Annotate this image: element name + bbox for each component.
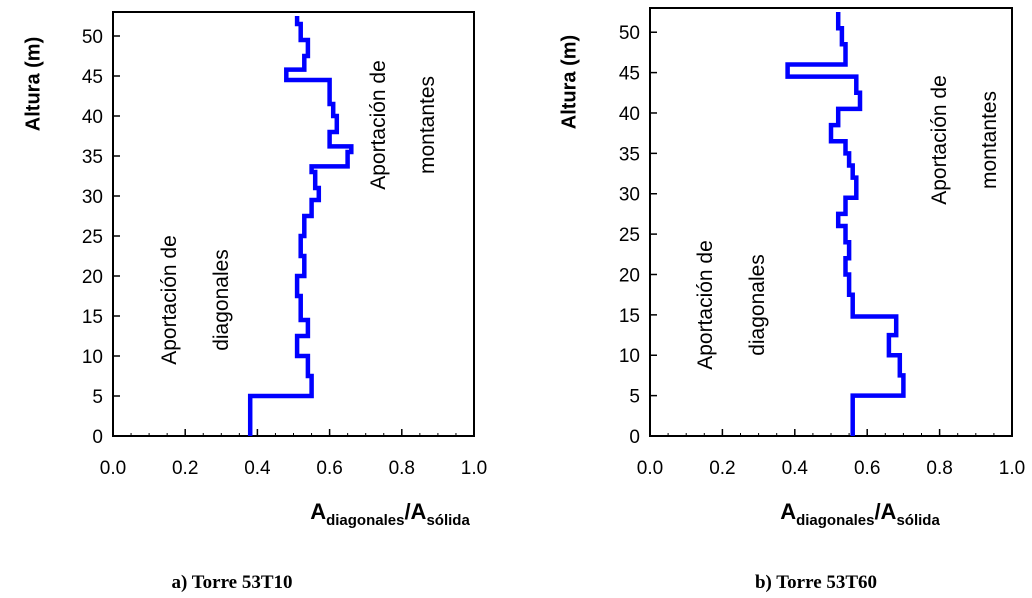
x-tick-label: 0.2 — [172, 458, 198, 479]
annotation-montantes-line-2: montantes — [416, 76, 439, 174]
x-tick-label: 0.0 — [637, 458, 663, 479]
y-axis-title: Altura (m) — [558, 35, 580, 129]
plot-frame — [649, 7, 1013, 437]
y-tick-label: 20 — [619, 265, 640, 286]
y-tick-label: 20 — [82, 267, 103, 288]
series-line — [247, 16, 354, 436]
x-tick-label: 0.8 — [926, 458, 952, 479]
y-tick-label: 40 — [619, 104, 640, 125]
y-tick-label: 15 — [82, 307, 103, 328]
y-tick-label: 5 — [629, 387, 640, 408]
y-tick-label: 35 — [82, 147, 103, 168]
x-axis-title: Adiagonales/Asólida — [780, 499, 940, 529]
y-tick-label: 10 — [82, 347, 103, 368]
annotation-diagonales-line-1: Aportación de — [694, 240, 717, 370]
y-tick-label: 25 — [82, 227, 103, 248]
annotation-montantes-line-2: montantes — [978, 91, 1001, 189]
x-tick-label: 0.8 — [389, 458, 415, 479]
plot-frame — [112, 11, 475, 437]
annotation-diagonales-line-1: Aportación de — [158, 235, 181, 365]
y-tick-label: 45 — [82, 67, 103, 88]
x-tick-label: 0.6 — [854, 458, 880, 479]
y-tick-label: 30 — [619, 185, 640, 206]
chart-caption: b) Torre 53T60 — [755, 572, 877, 593]
annotation-diagonales-line-2: diagonales — [746, 254, 769, 356]
y-axis-title: Altura (m) — [22, 37, 44, 131]
y-tick-label: 50 — [619, 23, 640, 44]
x-tick-label: 0.2 — [709, 458, 735, 479]
annotation-diagonales-line-2: diagonales — [210, 249, 233, 351]
y-tick-label: 40 — [82, 107, 103, 128]
x-tick-label: 0.4 — [244, 458, 271, 479]
x-axis-title: Adiagonales/Asólida — [310, 499, 470, 529]
x-tick-label: 0.6 — [316, 458, 342, 479]
x-tick-label: 1.0 — [999, 458, 1025, 479]
y-tick-label: 0 — [92, 427, 103, 448]
annotation-montantes-line-1: Aportación de — [928, 75, 951, 205]
series-line — [785, 12, 906, 436]
y-tick-label: 25 — [619, 225, 640, 246]
y-tick-label: 0 — [629, 427, 640, 448]
x-tick-label: 1.0 — [461, 458, 487, 479]
x-tick-label: 0.4 — [782, 458, 809, 479]
y-tick-label: 5 — [92, 387, 103, 408]
y-tick-label: 50 — [82, 27, 103, 48]
y-tick-label: 15 — [619, 306, 640, 327]
x-tick-label: 0.0 — [100, 458, 126, 479]
y-tick-label: 30 — [82, 187, 103, 208]
annotation-montantes-line-1: Aportación de — [367, 60, 390, 190]
y-tick-label: 45 — [619, 64, 640, 85]
chart-caption: a) Torre 53T10 — [171, 572, 292, 593]
chart-panel-1: 0.0 0.2 0.4 0.6 0.8 1.0 0 5 10 15 20 25 30 35 40 45 50 Al… — [22, 11, 487, 593]
y-tick-label: 10 — [619, 346, 640, 367]
y-tick-label: 35 — [619, 144, 640, 165]
chart-panel-2: 0.0 0.2 0.4 0.6 0.8 1.0 0 5 10 15 20 25 30 35 40 45 50 Al… — [558, 7, 1025, 593]
